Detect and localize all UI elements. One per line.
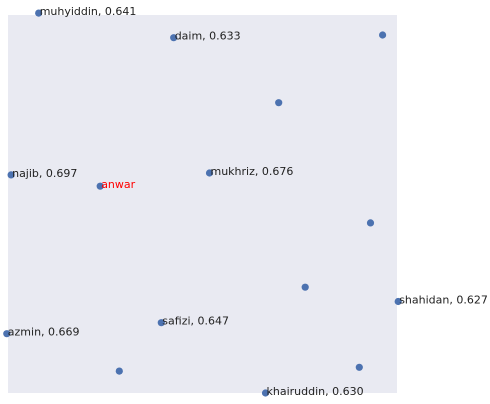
point-label: khairuddin, 0.630: [267, 385, 364, 398]
scatter-point: [170, 34, 178, 42]
scatter-point: [157, 319, 165, 327]
scatter-point: [275, 99, 283, 107]
scatter-point: [96, 182, 104, 190]
marks-layer: [3, 9, 402, 397]
point-label: muhyiddin, 0.641: [40, 5, 137, 18]
labels-layer: muhyiddin, 0.641 daim, 0.633 najib, 0.697 a…: [8, 5, 488, 398]
scatter-point: [7, 171, 15, 179]
scatter-point: [366, 219, 375, 227]
scatter-point: [261, 389, 270, 397]
point-label: azmin, 0.669: [8, 326, 80, 339]
point-label: mukhriz, 0.676: [211, 165, 294, 178]
point-label: najib, 0.697: [12, 167, 77, 180]
scatter-point: [301, 283, 309, 291]
point-label: daim, 0.633: [175, 30, 241, 43]
plot-area: [8, 15, 397, 393]
point-label: safizi, 0.647: [162, 315, 229, 328]
scatter-point: [394, 297, 402, 306]
point-label: shahidan, 0.627: [399, 294, 488, 307]
scatter-point: [355, 363, 363, 371]
scatter-point: [205, 169, 214, 177]
scatter-point: [35, 9, 43, 17]
scatter-point: [3, 330, 11, 338]
point-label: anwar: [101, 178, 135, 191]
scatter-point: [115, 367, 123, 375]
scatter-point: [379, 31, 387, 39]
